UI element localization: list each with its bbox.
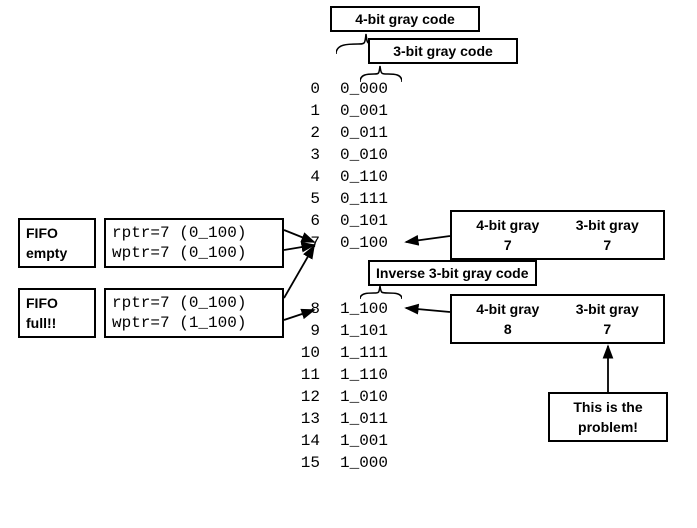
row-code: 1_001 <box>340 432 388 450</box>
anno-row8-box: 4-bit gray 3-bit gray 8 7 <box>450 294 665 344</box>
row-index: 1 <box>290 102 320 120</box>
ptrs-empty-l1: rptr=7 (0_100) <box>112 223 276 243</box>
row-index: 11 <box>290 366 320 384</box>
row-code: 0_000 <box>340 80 388 98</box>
fifo-full-l1: FIFO <box>26 293 88 313</box>
anno-row8-v2: 7 <box>603 319 611 339</box>
row-code: 1_100 <box>340 300 388 318</box>
row-code: 0_110 <box>340 168 388 186</box>
anno-row8-h1: 4-bit gray <box>476 299 539 319</box>
row-index: 2 <box>290 124 320 142</box>
row-code: 1_111 <box>340 344 388 362</box>
row-index: 15 <box>290 454 320 472</box>
brace-inv3bit <box>360 283 402 301</box>
row-code: 1_000 <box>340 454 388 472</box>
row-code: 1_010 <box>340 388 388 406</box>
anno-row8-v1: 8 <box>504 319 512 339</box>
row-code: 0_011 <box>340 124 388 142</box>
anno-row7-v2: 7 <box>603 235 611 255</box>
row-code: 0_111 <box>340 190 388 208</box>
row-code: 0_010 <box>340 146 388 164</box>
fifo-empty-l2: empty <box>26 243 88 263</box>
row-code: 1_110 <box>340 366 388 384</box>
row-code: 0_001 <box>340 102 388 120</box>
problem-box: This is the problem! <box>548 392 668 442</box>
arrow-full-2 <box>284 308 324 322</box>
anno-row8-h2: 3-bit gray <box>576 299 639 319</box>
row-index: 4 <box>290 168 320 186</box>
header-3bit-label: 3-bit gray code <box>393 43 493 59</box>
anno-row7-h1: 4-bit gray <box>476 215 539 235</box>
fifo-empty-box: FIFO empty <box>18 218 96 268</box>
ptrs-empty-l2: wptr=7 (0_100) <box>112 243 276 263</box>
arrow-row8 <box>400 300 452 316</box>
arrow-full-1 <box>284 240 324 302</box>
ptrs-empty-box: rptr=7 (0_100) wptr=7 (0_100) <box>104 218 284 268</box>
row-code: 0_100 <box>340 234 388 252</box>
row-index: 13 <box>290 410 320 428</box>
problem-l2: problem! <box>556 417 660 437</box>
row-index: 12 <box>290 388 320 406</box>
row-index: 5 <box>290 190 320 208</box>
fifo-full-l2: full!! <box>26 313 88 333</box>
row-index: 10 <box>290 344 320 362</box>
row-index: 3 <box>290 146 320 164</box>
ptrs-full-l1: rptr=7 (0_100) <box>112 293 276 313</box>
row-code: 0_101 <box>340 212 388 230</box>
header-3bit-box: 3-bit gray code <box>368 38 518 64</box>
header-4bit-box: 4-bit gray code <box>330 6 480 32</box>
header-inv3bit-label: Inverse 3-bit gray code <box>376 265 529 281</box>
arrow-row7 <box>400 230 452 246</box>
anno-row7-h2: 3-bit gray <box>576 215 639 235</box>
ptrs-full-box: rptr=7 (0_100) wptr=7 (1_100) <box>104 288 284 338</box>
ptrs-full-l2: wptr=7 (1_100) <box>112 313 276 333</box>
row-code: 1_101 <box>340 322 388 340</box>
row-index: 9 <box>290 322 320 340</box>
anno-row7-box: 4-bit gray 3-bit gray 7 7 <box>450 210 665 260</box>
anno-row7-v1: 7 <box>504 235 512 255</box>
fifo-full-box: FIFO full!! <box>18 288 96 338</box>
header-4bit-label: 4-bit gray code <box>355 11 455 27</box>
row-index: 0 <box>290 80 320 98</box>
arrow-problem <box>600 342 616 394</box>
problem-l1: This is the <box>556 397 660 417</box>
fifo-empty-l1: FIFO <box>26 223 88 243</box>
row-index: 14 <box>290 432 320 450</box>
row-code: 1_011 <box>340 410 388 428</box>
